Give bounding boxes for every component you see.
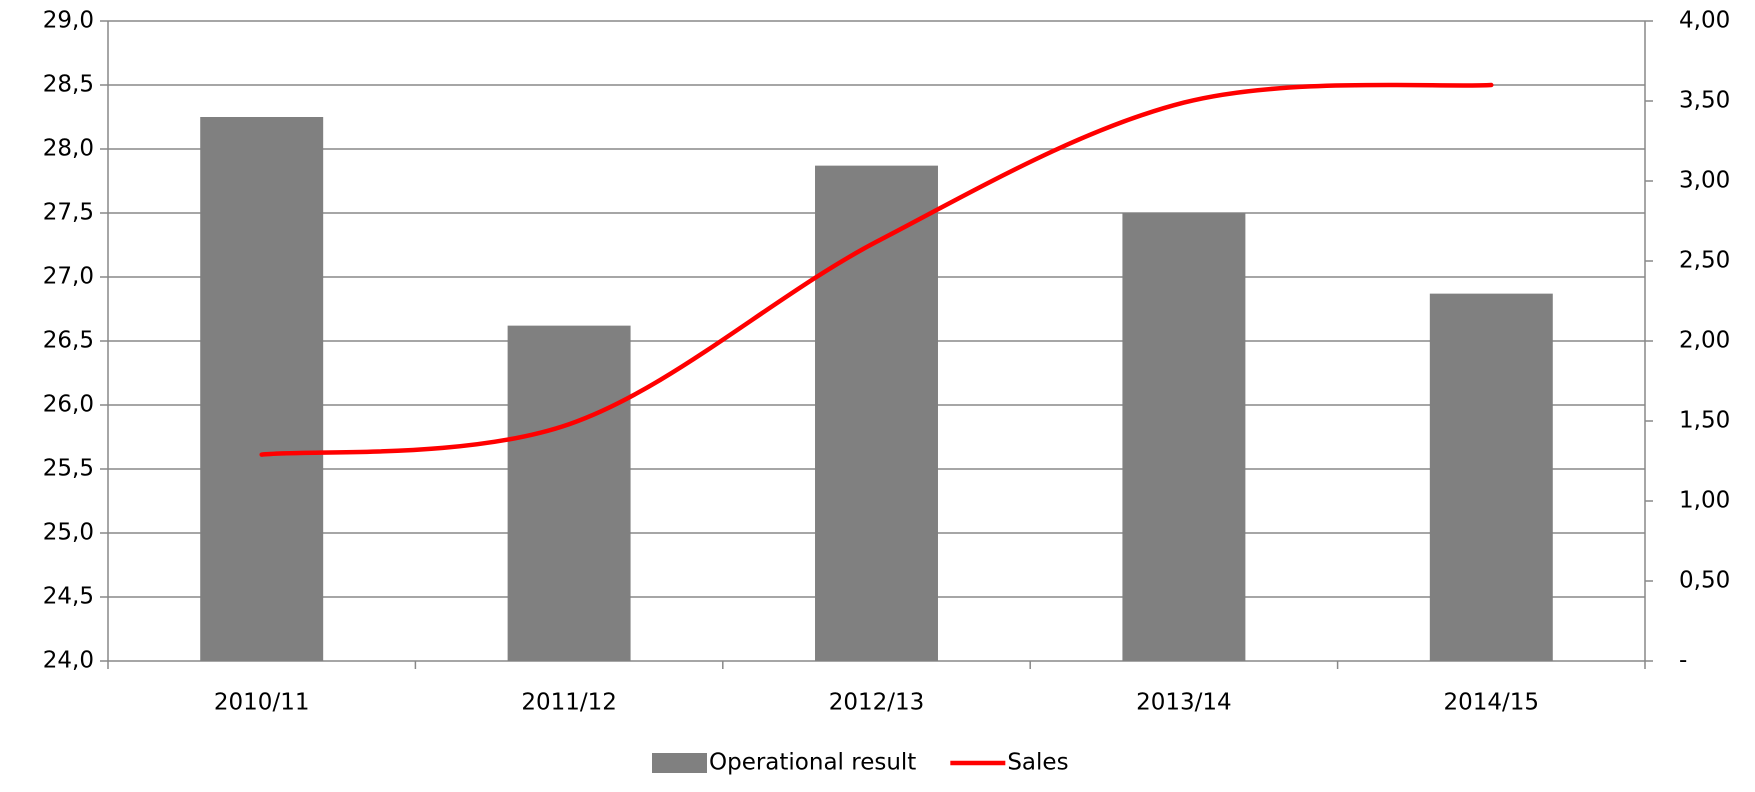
bar bbox=[1122, 213, 1246, 661]
bar bbox=[507, 325, 631, 661]
legend-swatch bbox=[652, 753, 707, 773]
y2-tick-label: 3,00 bbox=[1679, 168, 1730, 194]
y-tick-label: 27,5 bbox=[43, 200, 94, 226]
x-tick-label: 2011/12 bbox=[521, 690, 617, 716]
bar bbox=[1429, 293, 1553, 661]
x-tick-label: 2010/11 bbox=[214, 690, 310, 716]
legend-label: Operational result bbox=[709, 750, 916, 776]
y-tick-label: 25,5 bbox=[43, 456, 94, 482]
line bbox=[259, 82, 1494, 457]
y-tick-label: 25,0 bbox=[43, 520, 94, 546]
x-tick-label: 2013/14 bbox=[1136, 690, 1232, 716]
y-tick-label: 28,0 bbox=[43, 136, 94, 162]
y-tick-label: 24,5 bbox=[43, 584, 94, 610]
y-tick-label: 24,0 bbox=[43, 648, 94, 674]
y-tick-label: 28,5 bbox=[43, 72, 94, 98]
y-tick-label: 26,5 bbox=[43, 328, 94, 354]
y2-tick-label: 1,50 bbox=[1679, 408, 1730, 434]
y2-tick-label: 2,50 bbox=[1679, 248, 1730, 274]
legend-label: Sales bbox=[1007, 750, 1068, 776]
y-tick-label: 26,0 bbox=[43, 392, 94, 418]
x-tick-label: 2014/15 bbox=[1444, 690, 1540, 716]
y2-tick-label: 3,50 bbox=[1679, 88, 1730, 114]
x-tick-label: 2012/13 bbox=[829, 690, 925, 716]
y2-tick-label: 0,50 bbox=[1679, 568, 1730, 594]
y-tick-label: 27,0 bbox=[43, 264, 94, 290]
y2-tick-label: 2,00 bbox=[1679, 328, 1730, 354]
bar bbox=[815, 165, 938, 661]
y-tick-label: 29,0 bbox=[43, 8, 94, 34]
y2-tick-label: 1,00 bbox=[1679, 488, 1730, 514]
bar bbox=[200, 117, 324, 661]
y2-tick-label: - bbox=[1679, 648, 1687, 674]
y2-tick-label: 4,00 bbox=[1679, 8, 1730, 34]
